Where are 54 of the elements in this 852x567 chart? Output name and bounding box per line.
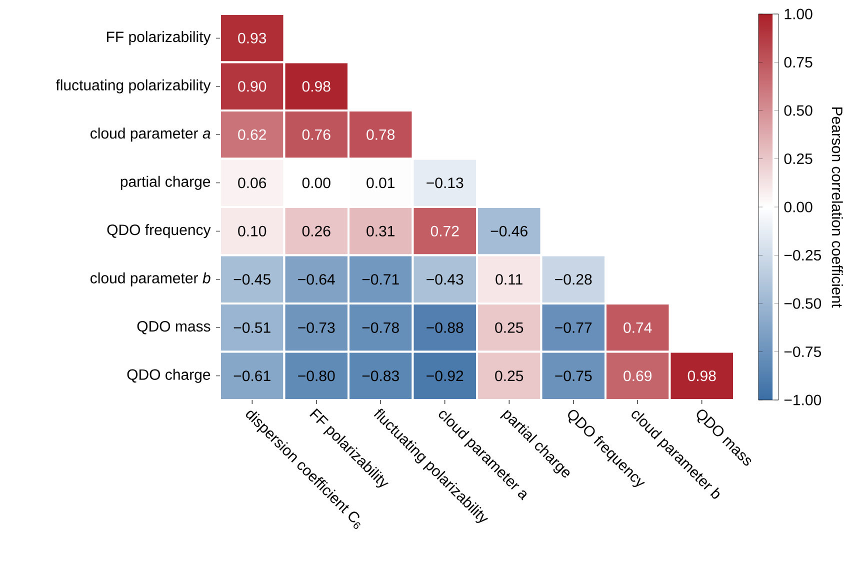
color-bar-label: −1.00 xyxy=(784,394,822,406)
data-label: −0.51 xyxy=(234,322,270,333)
data-label: −0.88 xyxy=(426,322,464,333)
data-label: −0.80 xyxy=(298,370,335,382)
data-label: −0.45 xyxy=(234,274,270,285)
data-label: 0.72 xyxy=(430,226,459,236)
data-label: −0.77 xyxy=(555,322,592,333)
color-bar-label: 1.00 xyxy=(784,8,812,20)
color-bar-label: −0.50 xyxy=(784,298,822,309)
data-label: 0.98 xyxy=(302,81,330,92)
data-label: 0.26 xyxy=(302,226,330,236)
y-tick-label: QDO mass xyxy=(137,320,210,334)
data-label: 0.31 xyxy=(366,226,394,236)
data-label: −0.78 xyxy=(362,322,399,333)
color-bar-label: 0.50 xyxy=(784,105,812,116)
data-label: −0.75 xyxy=(555,370,592,382)
y-tick-label: partial charge xyxy=(120,176,210,190)
y-tick-label: cloud parameter b xyxy=(90,272,210,286)
data-label: −0.92 xyxy=(426,370,464,382)
data-label: −0.64 xyxy=(298,274,335,285)
data-label: 0.78 xyxy=(366,129,395,140)
color-bar-label: −0.75 xyxy=(784,346,822,358)
data-label: 0.69 xyxy=(624,370,652,382)
data-label: 0.10 xyxy=(238,226,266,236)
data-label: 0.93 xyxy=(238,32,266,44)
color-bar-label: −0.25 xyxy=(784,250,822,261)
data-label: −0.83 xyxy=(362,370,399,382)
data-label: −0.73 xyxy=(298,322,335,333)
y-tick-label: FF polarizability xyxy=(107,31,211,46)
data-label: 0.00 xyxy=(302,178,330,188)
data-label: 0.06 xyxy=(238,178,266,188)
data-label: 0.74 xyxy=(624,322,652,333)
y-tick-label: fluctuating polarizability xyxy=(56,79,211,94)
data-label: 0.98 xyxy=(688,370,716,382)
data-label: 0.76 xyxy=(302,129,330,140)
data-label: 0.11 xyxy=(496,274,522,285)
data-label: −0.28 xyxy=(555,274,592,285)
data-label: −0.13 xyxy=(426,178,464,188)
data-label: 0.90 xyxy=(238,81,266,92)
data-label: −0.61 xyxy=(234,370,270,382)
data-label: 0.62 xyxy=(238,129,266,140)
y-tick-label: QDO frequency xyxy=(107,224,211,238)
data-label: −0.43 xyxy=(426,274,464,285)
data-label: 0.25 xyxy=(495,322,524,333)
color-bar-label: 0.25 xyxy=(784,153,812,164)
data-label: 0.25 xyxy=(495,370,524,382)
y-tick-label: cloud parameter a xyxy=(90,128,210,142)
color-bar-label: 0.00 xyxy=(784,202,812,212)
data-label: 0.01 xyxy=(366,178,394,188)
color-bar-title: Pearson correlation coefficient xyxy=(832,107,843,308)
data-label: −0.71 xyxy=(362,274,399,285)
data-label: −0.46 xyxy=(490,226,528,236)
color-bar-label: 0.75 xyxy=(784,56,812,68)
y-tick-label: QDO charge xyxy=(127,368,210,383)
